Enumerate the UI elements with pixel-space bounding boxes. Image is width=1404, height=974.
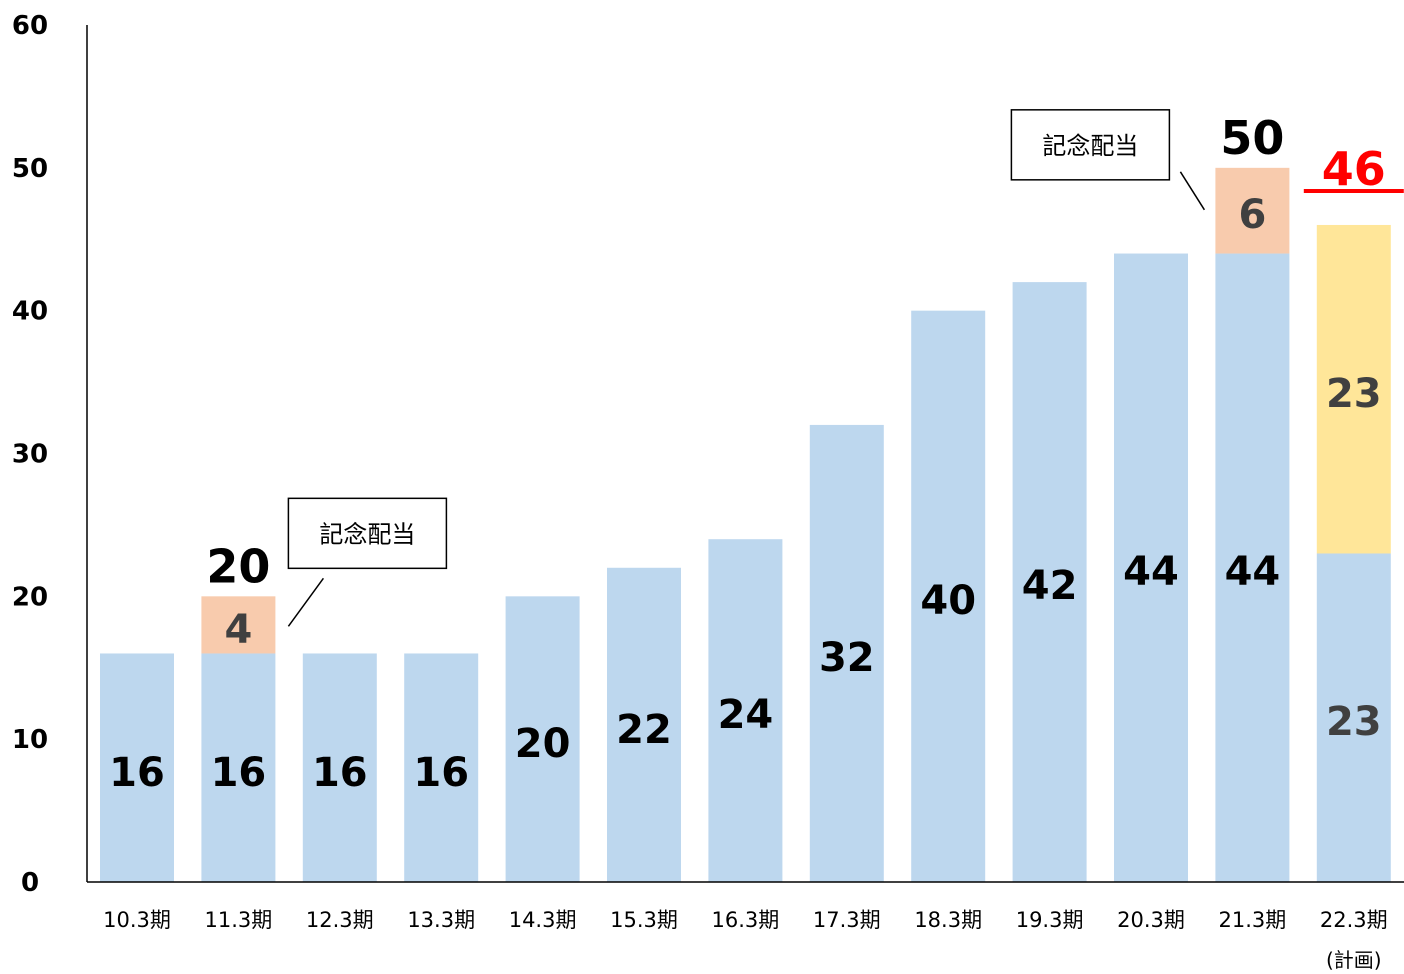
x-tick-label: 12.3期 [306,908,374,932]
bar-segment [505,596,580,882]
bar-segment [1215,253,1290,883]
x-tick-label: 21.3期 [1219,908,1287,932]
x-tick-label: 10.3期 [103,908,171,932]
bar-value-label: 16 [109,750,165,796]
bar-value-label: 40 [920,578,976,624]
bar-segment [911,310,986,883]
annotation-leader-line [287,577,325,627]
bar-value-label: 44 [1123,549,1179,595]
annotation-text: 記念配当 [319,520,415,548]
bar-segment [302,653,377,882]
bars [100,167,1391,883]
bar-value-label: 6 [1238,192,1266,238]
x-axis-ticks: 10.3期 11.3期 12.3期 13.3期 14.3期 15.3期 16.3期 17.3期… [103,908,1388,972]
x-tick-label: 13.3期 [407,908,475,932]
y-tick-label: 50 [12,154,48,184]
x-tick-label: 19.3期 [1016,908,1084,932]
annotation-box [1010,109,1171,181]
y-tick-label: 0 [21,868,39,898]
bar-segment [809,424,884,882]
bar-value-label: 16 [211,750,267,796]
bar-value-label: 24 [718,692,774,738]
y-tick-label: 60 [12,11,48,41]
y-axis-ticks: 0 10 20 30 40 50 60 [12,11,48,898]
total-labels: 20 50 46 [206,111,1404,593]
bar-segment [201,596,276,654]
x-tick-label: 11.3期 [205,908,273,932]
bar-value-label: 42 [1022,563,1078,609]
x-tick-label: 18.3期 [914,908,982,932]
y-tick-label: 10 [12,725,48,755]
annotation-text: 記念配当 [1042,132,1138,160]
y-tick-label: 40 [12,297,48,327]
bar-value-label: 22 [616,707,672,753]
x-tick-label: 17.3期 [813,908,881,932]
total-label: 50 [1220,111,1284,165]
x-tick-label: 14.3期 [509,908,577,932]
bar-value-label: 23 [1326,699,1382,745]
total-label-highlight: 46 [1322,142,1386,196]
bar-segment [404,653,479,882]
y-tick-label: 20 [12,582,48,612]
x-tick-sublabel: (計画) [1326,948,1382,972]
bar-value-label: 16 [312,750,368,796]
bar-value-label: 32 [819,635,875,681]
bar-segment [201,653,276,882]
annotation-leader-line [1179,171,1206,211]
segment-labels: 16 16 4 16 16 20 22 24 32 40 42 44 44 6 23 23 [109,192,1381,796]
bar-segment [1114,253,1188,883]
annotation-box [287,497,448,570]
bar-segment [1215,167,1290,254]
bar-segment [708,539,783,882]
bar-value-label: 4 [224,607,252,653]
bar-segment [607,567,681,882]
y-tick-label: 30 [12,440,48,470]
x-tick-label: 16.3期 [712,908,780,932]
x-tick-label: 22.3期 [1320,908,1388,932]
bar-value-label: 44 [1225,549,1281,595]
bar-segment [1012,282,1087,883]
bar-segment [1316,224,1391,554]
bar-value-label: 23 [1326,371,1382,417]
total-label: 20 [206,539,270,593]
bar-segment [100,653,174,882]
bar-value-label: 16 [413,750,469,796]
x-tick-label: 20.3期 [1117,908,1185,932]
bar-value-label: 20 [515,721,571,767]
x-tick-label: 15.3期 [610,908,678,932]
bar-segment [1316,553,1391,882]
